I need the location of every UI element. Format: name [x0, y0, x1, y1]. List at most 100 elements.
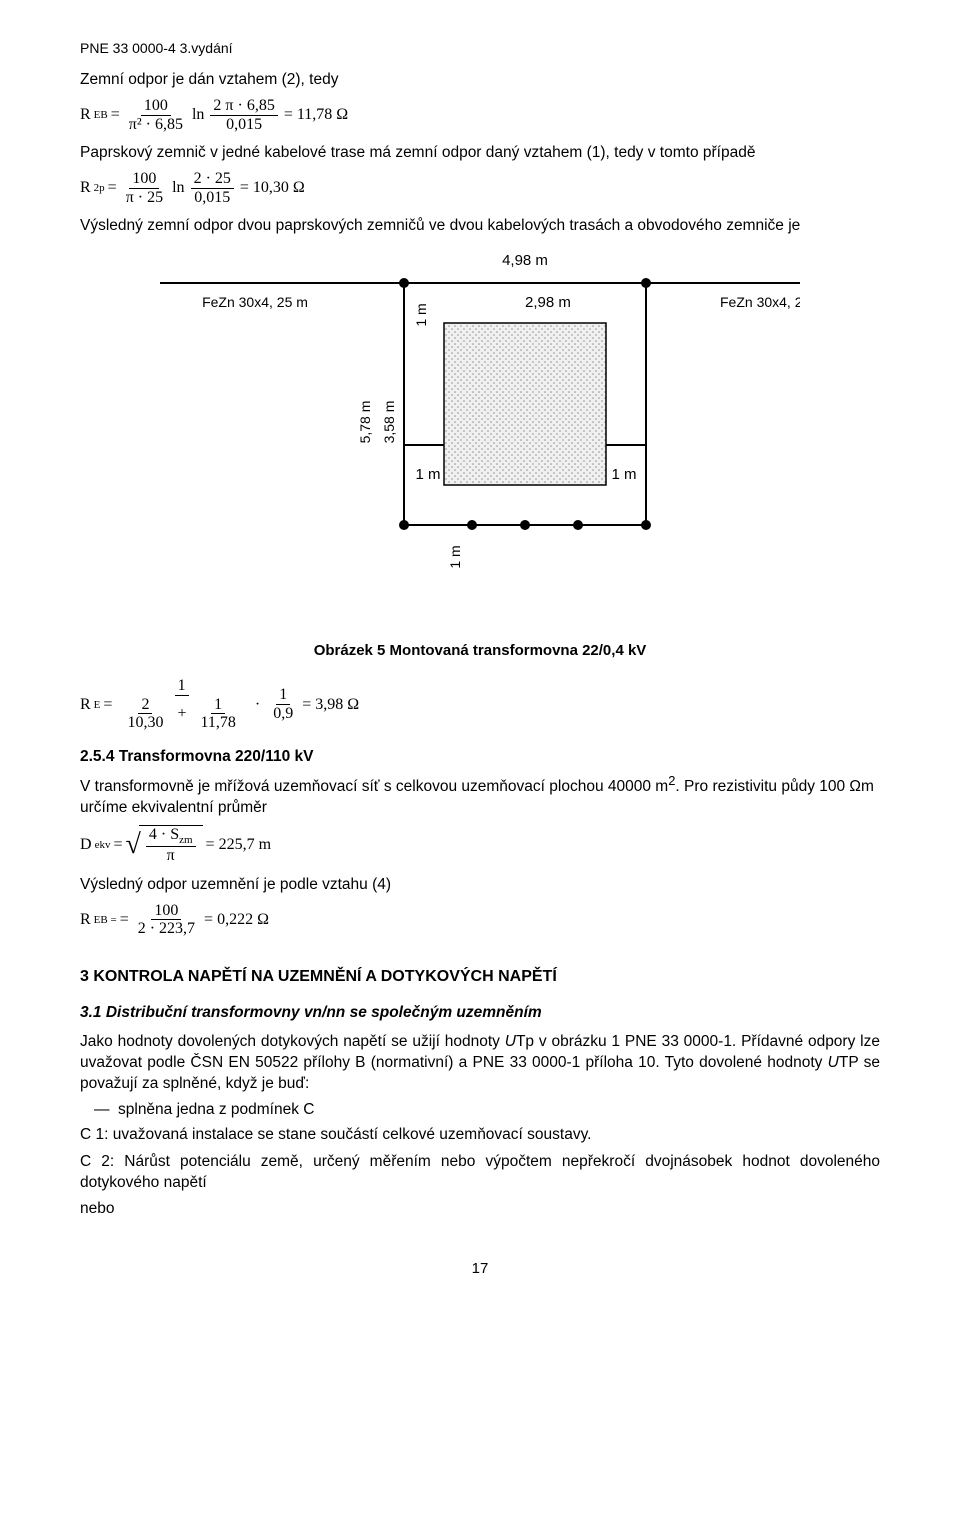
f1-d1: π² · 6,85 [126, 116, 186, 134]
gap-left: 1 m [415, 466, 440, 483]
node [399, 520, 409, 530]
formula-reb2: REB = = 100 2 · 223,7 = 0,222 Ω [80, 902, 880, 938]
f3-dot: · [255, 696, 260, 714]
f5-d: 2 · 223,7 [135, 920, 198, 938]
f2-n2: 2 · 25 [191, 170, 234, 189]
f5-sub: EB = [94, 914, 117, 926]
formula-r2p: R2p = 100 π · 25 ln 2 · 25 0,015 = 10,30… [80, 170, 880, 206]
para-c1: C 1: uvažovaná instalace se stane součás… [80, 1125, 880, 1146]
f3-sub: E [94, 699, 101, 711]
f4-nsub: zm [179, 834, 192, 846]
f2-sub: 2p [94, 182, 105, 194]
formula-dekv: Dekv = √ 4 · Szm π = 225,7 m [80, 825, 880, 865]
para-nebo: nebo [80, 1199, 880, 1220]
f3-top: 1 [175, 677, 189, 696]
f1-frac2: 2 π · 6,85 0,015 [210, 97, 277, 133]
node [399, 278, 409, 288]
node [573, 520, 583, 530]
figure-5-caption: Obrázek 5 Montovaná transformovna 22/0,4… [80, 642, 880, 659]
f2-eq: = [108, 179, 117, 197]
grounding-diagram: 4,98 m FeZn 30x4, 25 m FeZn 30x4, 25 m [80, 247, 880, 617]
f4-lhs: D [80, 836, 92, 854]
para-5: Výsledný odpor uzemnění je podle vztahu … [80, 875, 880, 896]
f1-ln: ln [192, 106, 204, 124]
gap-bottom-v: 1 m [447, 545, 463, 568]
f4-sub: ekv [95, 839, 111, 851]
f2-lhs: R [80, 179, 91, 197]
f1-sub: EB [94, 109, 108, 121]
node [520, 520, 530, 530]
f1-eq: = [111, 106, 120, 124]
node [641, 278, 651, 288]
f3-res: = 3,98 Ω [302, 696, 359, 714]
f1-d2: 0,015 [223, 116, 265, 134]
para-2: Paprskový zemnič v jedné kabelové trase … [80, 143, 880, 164]
para-4: V transformovně je mřížová uzemňovací sí… [80, 772, 880, 819]
f2-res: = 10,30 Ω [240, 179, 305, 197]
f4-sqrt: √ 4 · Szm π [125, 825, 202, 865]
inner-dim: 2,98 m [525, 294, 571, 311]
p6a: Jako hodnoty dovolených dotykových napět… [80, 1033, 505, 1050]
inner-rect [444, 323, 606, 485]
f1-n2: 2 π · 6,85 [210, 97, 277, 116]
f1-lhs: R [80, 106, 91, 124]
para-3: Výsledný zemní odpor dvou paprskových ze… [80, 216, 880, 237]
para-1: Zemní odpor je dán vztahem (2), tedy [80, 70, 880, 91]
f1-frac1: 100 π² · 6,85 [126, 97, 186, 133]
para-c2: C 2: Nárůst potenciálu země, určený měře… [80, 1152, 880, 1194]
node [641, 520, 651, 530]
f4-d: π [164, 847, 178, 865]
p6i1: U [505, 1033, 516, 1050]
f4-frac: 4 · Szm π [146, 826, 196, 865]
f2-ln: ln [172, 179, 184, 197]
f4-n-txt: 4 · S [149, 826, 179, 843]
p6sub1: Tp [516, 1033, 534, 1050]
f3-cfrac: 1 0,9 [270, 686, 296, 722]
f2-d2: 0,015 [191, 189, 233, 207]
f5-res: = 0,222 Ω [204, 911, 269, 929]
f4-radicand: 4 · Szm π [139, 825, 203, 865]
f3-lhs: R [80, 696, 91, 714]
f3-cd: 0,9 [270, 705, 296, 723]
f3-eq: = [103, 696, 112, 714]
p4a: V transformovně je mřížová uzemňovací sí… [80, 778, 668, 795]
f3-b2n: 1 [211, 696, 225, 715]
formula-reb: REB = 100 π² · 6,85 ln 2 π · 6,85 0,015 … [80, 97, 880, 133]
f1-res: = 11,78 Ω [284, 106, 348, 124]
v-inner-dim: 3,58 m [381, 401, 397, 444]
bullet-1: —splněna jedna z podmínek C [94, 1101, 880, 1119]
heading-31: 3.1 Distribuční transformovny vn/nn se s… [80, 1004, 880, 1022]
bullet1-text: splněna jedna z podmínek C [118, 1101, 314, 1118]
diagram-svg: 4,98 m FeZn 30x4, 25 m FeZn 30x4, 25 m [160, 247, 800, 617]
f4-n: 4 · Szm [146, 826, 196, 847]
f3-plus: + [177, 705, 186, 722]
heading-254: 2.5.4 Transformovna 220/110 kV [80, 748, 880, 766]
para-6: Jako hodnoty dovolených dotykových napět… [80, 1032, 880, 1095]
f4-res: = 225,7 m [206, 836, 271, 854]
dash-icon: — [94, 1101, 118, 1119]
p6i2: U [828, 1054, 839, 1071]
f5-frac: 100 2 · 223,7 [135, 902, 198, 938]
gap-right: 1 m [611, 466, 636, 483]
f3-b2d: 11,78 [197, 714, 238, 732]
f2-d1: π · 25 [123, 189, 166, 207]
f3-b1d: 10,30 [124, 714, 166, 732]
formula-re: RE = 1 2 10,30 + 1 11,78 · 1 0,9 = 3,98 … [80, 677, 880, 732]
f5-lhs: R [80, 911, 91, 929]
f5-eq: = [120, 911, 129, 929]
page-number: 17 [80, 1260, 880, 1277]
f3-den: 2 10,30 + 1 11,78 [118, 696, 244, 732]
v-outer-dim: 5,78 m [357, 401, 373, 444]
page: PNE 33 0000-4 3.vydání Zemní odpor je dá… [0, 0, 960, 1317]
right-strip-label: FeZn 30x4, 25 m [720, 294, 800, 310]
f3-b1n: 2 [138, 696, 152, 715]
f2-frac2: 2 · 25 0,015 [191, 170, 234, 206]
heading-3: 3 KONTROLA NAPĚTÍ NA UZEMNĚNÍ A DOTYKOVÝ… [80, 968, 880, 986]
node [467, 520, 477, 530]
f3-bigfrac: 1 2 10,30 + 1 11,78 [118, 677, 244, 732]
f3-b2: 1 11,78 [197, 696, 238, 732]
top-dim: 4,98 m [502, 252, 548, 269]
p6sub2: TP [839, 1054, 859, 1071]
f3-b1: 2 10,30 [124, 696, 166, 732]
f5-n: 100 [151, 902, 181, 921]
